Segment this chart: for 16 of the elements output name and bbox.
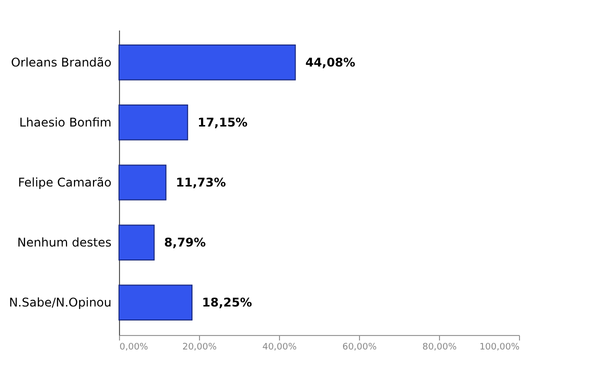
y-tick-label: Felipe Camarão — [18, 176, 112, 190]
x-tick-label: 80,00% — [422, 342, 458, 352]
data-label: 17,15% — [198, 115, 248, 130]
x-tick-label: 20,00% — [182, 342, 218, 352]
data-label: 11,73% — [176, 176, 226, 190]
data-label: 18,25% — [202, 296, 252, 310]
data-label: 44,08% — [305, 55, 356, 70]
x-tick-label: 100,00% — [479, 342, 520, 352]
x-tick-label: 0,00% — [120, 342, 149, 352]
data-label: 8,79% — [164, 236, 206, 250]
x-tick-label: 60,00% — [342, 342, 378, 352]
y-tick-label: Lhaesio Bonfim — [19, 115, 112, 130]
y-tick-label: N.Sabe/N.Opinou — [8, 296, 112, 310]
y-tick-label: Orleans Brandão — [10, 55, 112, 70]
x-tick-label: 40,00% — [262, 342, 298, 352]
y-tick-label: Nenhum destes — [17, 236, 112, 250]
